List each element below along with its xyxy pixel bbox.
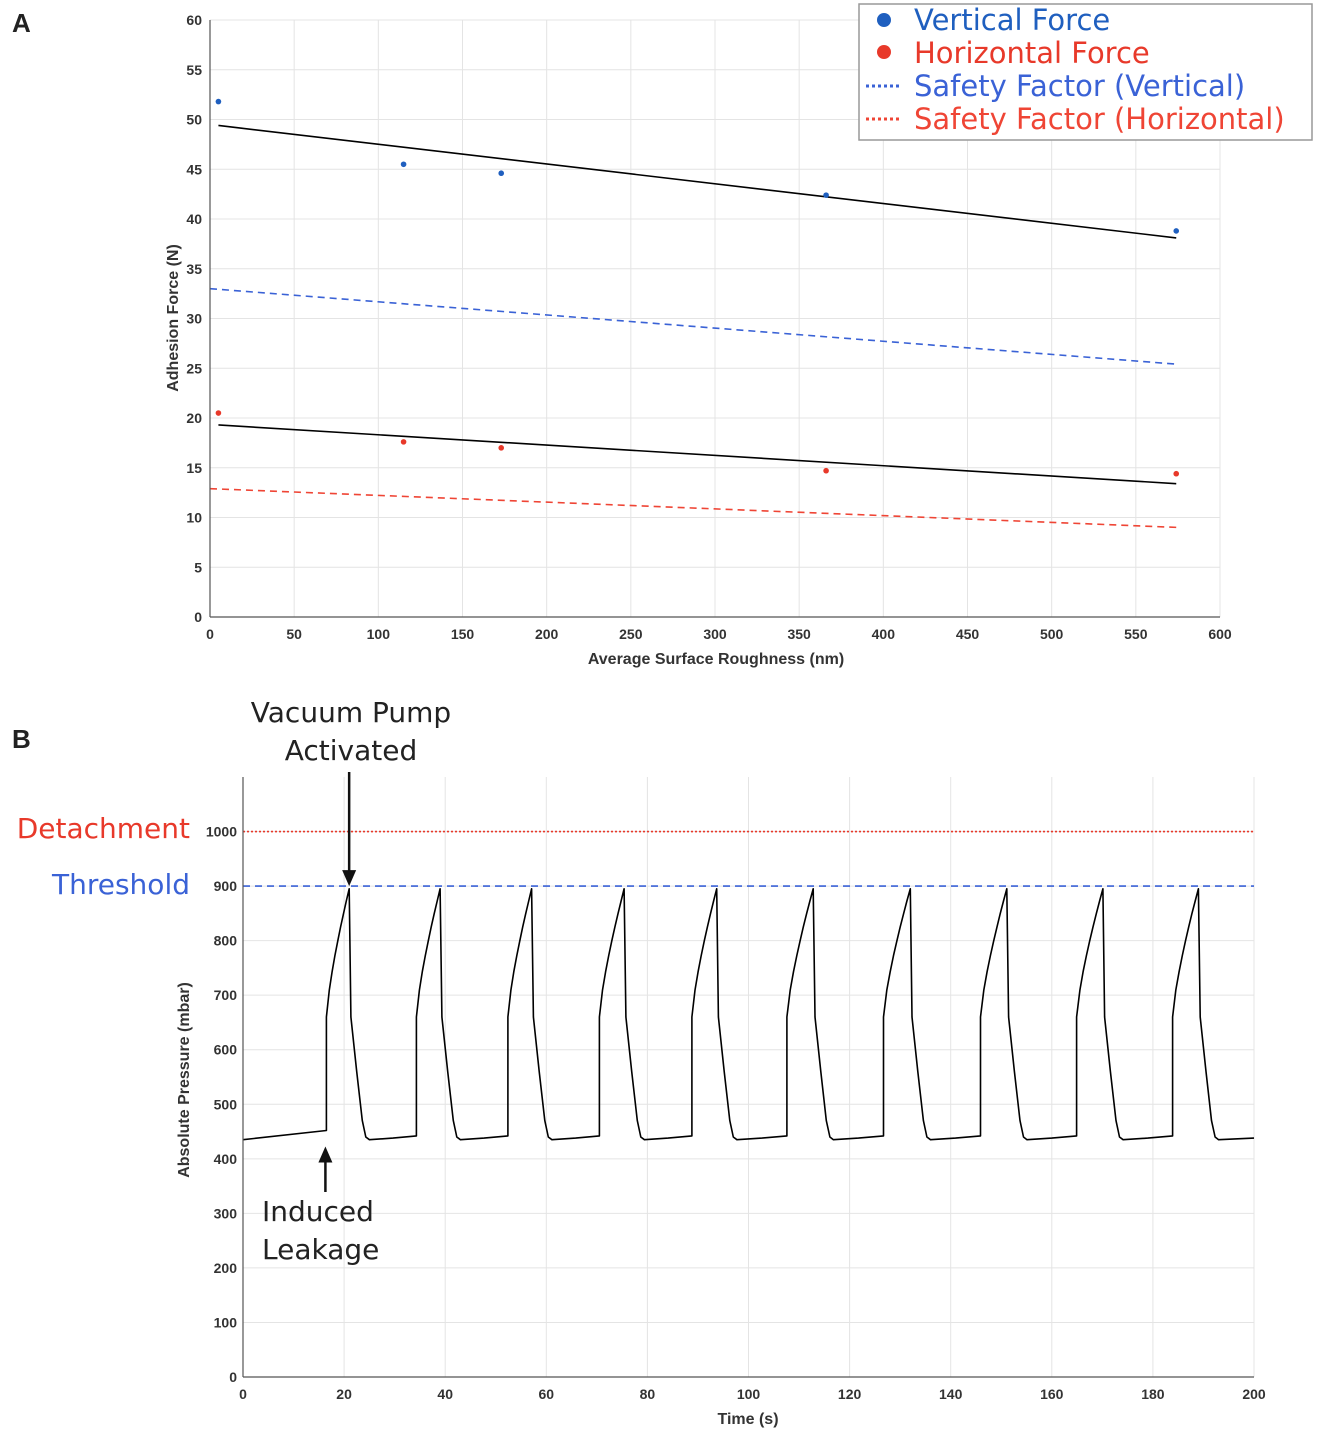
y-tick-label: 15 bbox=[186, 460, 202, 476]
data-point bbox=[1173, 228, 1180, 234]
data-point bbox=[215, 98, 222, 105]
y-tick-label: 40 bbox=[186, 211, 202, 227]
y-tick-label: 800 bbox=[214, 933, 238, 949]
threshold-label: Threshold bbox=[51, 868, 190, 901]
y-tick-label: 600 bbox=[214, 1042, 238, 1058]
x-tick-label: 250 bbox=[619, 626, 643, 642]
data-point bbox=[215, 410, 222, 416]
panel-b-series bbox=[242, 888, 1255, 1141]
x-tick-label: 20 bbox=[336, 1386, 352, 1402]
x-tick-label: 200 bbox=[535, 626, 559, 642]
y-tick-label: 100 bbox=[214, 1314, 238, 1330]
legend-box bbox=[858, 3, 1313, 141]
x-tick-label: 450 bbox=[956, 626, 980, 642]
annotation-vacuum-pump-line2: Activated bbox=[285, 734, 418, 767]
y-tick-label: 45 bbox=[186, 161, 202, 177]
data-point bbox=[823, 192, 829, 198]
legend-marker-vertical-force bbox=[877, 13, 891, 27]
annotation-vacuum-pump-line1: Vacuum Pump bbox=[251, 696, 451, 729]
panel-a-chart: A 0 50 100 150 200 250 300 350 400 450 500 550 60005… bbox=[12, 3, 1313, 668]
x-tick-label: 50 bbox=[286, 626, 302, 642]
x-tick-label: 500 bbox=[1040, 626, 1064, 642]
y-tick-label: 5 bbox=[194, 559, 202, 575]
y-tick-label: 900 bbox=[214, 878, 238, 894]
x-tick-label: 0 bbox=[239, 1386, 247, 1402]
data-point bbox=[823, 467, 829, 474]
y-tick-label: 300 bbox=[214, 1205, 238, 1221]
x-tick-label: 40 bbox=[437, 1386, 453, 1402]
x-tick-label: 100 bbox=[737, 1386, 761, 1402]
data-point bbox=[400, 439, 407, 445]
data-point bbox=[498, 445, 505, 451]
data-point bbox=[498, 170, 505, 177]
x-tick-label: 140 bbox=[939, 1386, 963, 1402]
x-tick-label: 120 bbox=[838, 1386, 862, 1402]
panel-b-annotation-arrows bbox=[318, 772, 357, 1192]
panel-b-axes bbox=[242, 777, 1254, 1378]
pressure-trace-line bbox=[242, 888, 1255, 1141]
regression-fit-line bbox=[218, 124, 1177, 239]
panel-a-legend: Vertical Force Horizontal Force Safety F… bbox=[858, 3, 1313, 141]
panel-a-axes bbox=[209, 20, 1220, 618]
x-tick-label: 400 bbox=[872, 626, 896, 642]
safety-factor-line bbox=[209, 287, 1178, 366]
panel-b-ticks: 0 20 40 60 80 100 120 140 160 180 200 0 100 200 300 400… bbox=[206, 824, 1266, 1402]
x-tick-label: 600 bbox=[1208, 626, 1232, 642]
data-point bbox=[400, 161, 407, 168]
y-tick-label: 200 bbox=[214, 1260, 238, 1276]
panel-b-y-axis-label: Absolute Pressure (mbar) bbox=[176, 982, 193, 1178]
panel-b-x-axis-label: Time (s) bbox=[717, 1411, 778, 1428]
x-tick-label: 180 bbox=[1141, 1386, 1165, 1402]
panel-a-x-axis-label: Average Surface Roughness (nm) bbox=[588, 651, 844, 668]
y-tick-label: 30 bbox=[186, 311, 202, 327]
y-tick-label: 20 bbox=[186, 410, 202, 426]
y-tick-label: 700 bbox=[214, 987, 238, 1003]
y-tick-label: 55 bbox=[186, 62, 202, 78]
regression-fit-line bbox=[218, 424, 1177, 485]
safety-factor-line bbox=[209, 487, 1178, 529]
legend-label-safety-vertical: Safety Factor (Vertical) bbox=[914, 69, 1245, 103]
y-tick-label: 50 bbox=[186, 112, 202, 128]
y-tick-label: 500 bbox=[214, 1096, 238, 1112]
x-tick-label: 350 bbox=[787, 626, 811, 642]
x-tick-label: 150 bbox=[451, 626, 475, 642]
y-tick-label: 35 bbox=[186, 261, 202, 277]
y-tick-label: 1000 bbox=[206, 824, 237, 840]
panel-a-ticks: 0 50 100 150 200 250 300 350 400 450 500 550 600 0 5 10… bbox=[186, 12, 1231, 642]
x-tick-label: 200 bbox=[1242, 1386, 1266, 1402]
panel-b-label: B bbox=[12, 724, 31, 754]
x-tick-label: 100 bbox=[367, 626, 391, 642]
annotation-induced-leakage-line1: Induced bbox=[262, 1195, 374, 1228]
panel-a-y-axis-label: Adhesion Force (N) bbox=[165, 244, 182, 392]
panel-b-grid bbox=[242, 777, 1255, 1378]
panel-b-reference-lines bbox=[243, 830, 1254, 887]
legend-label-safety-horizontal: Safety Factor (Horizontal) bbox=[914, 102, 1285, 136]
vacuum-pump-arrow-head bbox=[342, 870, 357, 887]
x-tick-label: 160 bbox=[1040, 1386, 1064, 1402]
annotation-induced-leakage-line2: Leakage bbox=[262, 1233, 379, 1266]
y-tick-label: 25 bbox=[186, 360, 202, 376]
panel-a-label: A bbox=[12, 8, 31, 38]
legend-label-vertical-force: Vertical Force bbox=[914, 3, 1110, 37]
x-tick-label: 300 bbox=[703, 626, 727, 642]
panel-a-series bbox=[209, 98, 1180, 529]
data-point bbox=[1173, 470, 1180, 477]
induced-leakage-arrow-head bbox=[318, 1146, 333, 1163]
legend-label-horizontal-force: Horizontal Force bbox=[914, 36, 1150, 70]
x-tick-label: 0 bbox=[206, 626, 214, 642]
y-tick-label: 0 bbox=[194, 609, 202, 625]
y-tick-label: 10 bbox=[186, 510, 202, 526]
y-tick-label: 60 bbox=[186, 12, 202, 28]
x-tick-label: 550 bbox=[1124, 626, 1148, 642]
panel-b-chart: B 0 20 40 60 80 100 120 140 160 180 200 0 100 200 300 4… bbox=[12, 696, 1266, 1428]
x-tick-label: 80 bbox=[640, 1386, 656, 1402]
y-tick-label: 0 bbox=[229, 1369, 237, 1385]
detachment-label: Detachment bbox=[17, 812, 190, 845]
legend-marker-horizontal-force bbox=[877, 45, 891, 59]
x-tick-label: 60 bbox=[539, 1386, 555, 1402]
y-tick-label: 400 bbox=[214, 1151, 238, 1167]
